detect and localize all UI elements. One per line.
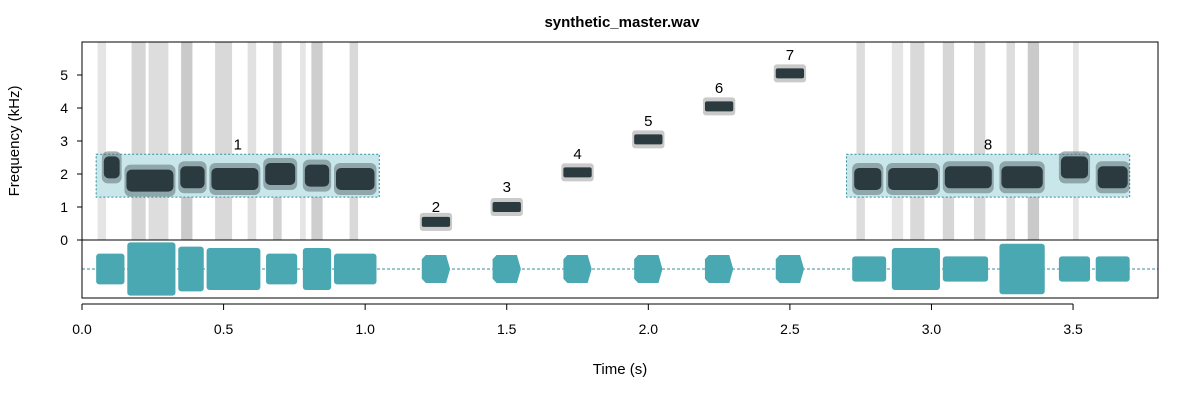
waveform-segment (266, 253, 298, 285)
noise-column (247, 42, 257, 240)
y-tick-label: 5 (60, 67, 68, 83)
x-tick-label: 3.5 (1063, 321, 1083, 337)
chart-title: synthetic_master.wav (544, 14, 700, 31)
waveform-segment (334, 253, 377, 285)
waveform-segment (492, 255, 521, 283)
noise-column (891, 42, 904, 240)
waveform-segment (1095, 256, 1130, 282)
annotation-label: 5 (644, 113, 652, 130)
annotation-label: 3 (503, 179, 511, 196)
noise-column (973, 42, 986, 240)
annotation-label: 6 (715, 80, 723, 97)
y-tick-label: 0 (60, 232, 68, 248)
syllable-mark (126, 169, 174, 192)
tone-mark (421, 216, 451, 227)
waveform-segment (96, 253, 125, 285)
waveform-segment (127, 242, 176, 296)
annotation-label: 4 (573, 146, 581, 163)
noise-column (1027, 42, 1040, 240)
waveform-segment (891, 248, 940, 290)
annotation-label: 2 (432, 199, 440, 216)
tone-mark (634, 134, 663, 145)
tone-mark (492, 202, 521, 212)
noise-column (349, 42, 359, 240)
syllable-mark (103, 156, 120, 179)
x-tick-label: 2.5 (780, 321, 800, 337)
noise-column (856, 42, 865, 240)
y-tick-label: 3 (60, 133, 68, 149)
y-axis-title: Frequency (kHz) (6, 86, 23, 197)
waveform-frame (81, 239, 1159, 299)
annotation-label: 7 (786, 47, 794, 64)
syllable-mark (1060, 156, 1089, 179)
waveform-segment (775, 255, 805, 283)
syllable-mark (180, 166, 205, 189)
noise-column (148, 42, 169, 240)
waveform-segment (206, 248, 261, 290)
tone-mark (704, 101, 734, 112)
waveform-panel (82, 242, 1158, 296)
noise-column (181, 42, 193, 240)
x-tick-label: 1.5 (497, 321, 517, 337)
annotation-labels: 1 2 3 4 5 6 7 8 (234, 47, 993, 216)
waveform-segment (999, 243, 1045, 295)
noise-column (215, 42, 233, 240)
tone-mark (775, 68, 805, 79)
x-tick-label: 1.0 (355, 321, 375, 337)
noise-column (1006, 42, 1016, 240)
syllable-mark (1097, 166, 1128, 189)
syllable-mark (944, 166, 992, 189)
x-axis: 0.0 0.5 1.0 1.5 2.0 2.5 3.0 3.5 (72, 303, 1083, 337)
syllable-mark (304, 164, 330, 187)
syllable-mark (888, 167, 938, 190)
y-tick-label: 4 (60, 100, 68, 116)
noise-column (97, 42, 107, 240)
noise-column (311, 42, 323, 240)
spectrogram-panel (95, 42, 1131, 240)
waveform-segment (421, 255, 451, 283)
syllable-mark (265, 163, 296, 185)
waveform-segment (852, 256, 887, 282)
waveform-segment (563, 255, 592, 283)
waveform-segment (704, 255, 734, 283)
noise-column (300, 42, 306, 240)
x-tick-label: 2.0 (639, 321, 659, 337)
noise-column (942, 42, 955, 240)
waveform-segment (1058, 256, 1091, 282)
noise-column (273, 42, 282, 240)
spectrogram-frame (81, 41, 1159, 241)
syllable-mark (854, 167, 882, 190)
waveform-segment (942, 256, 989, 282)
noise-column (1073, 42, 1079, 240)
waveform-segment (302, 248, 332, 290)
waveform-segment (634, 255, 663, 283)
x-tick-label: 3.0 (922, 321, 942, 337)
x-tick-label: 0.5 (214, 321, 234, 337)
waveform-segment (178, 246, 204, 292)
annotation-label: 8 (984, 136, 992, 153)
syllable-mark (211, 167, 259, 190)
x-tick-label: 0.0 (72, 321, 92, 337)
y-tick-label: 1 (60, 199, 68, 215)
annotation-label: 1 (234, 136, 242, 153)
x-axis-title: Time (s) (593, 361, 647, 378)
tone-mark (563, 167, 592, 178)
y-axis: 0 1 2 3 4 5 (60, 67, 82, 248)
syllable-mark (336, 167, 375, 190)
y-tick-label: 2 (60, 166, 68, 182)
noise-column (131, 42, 146, 240)
noise-column (910, 42, 925, 240)
syllable-mark (1001, 166, 1043, 189)
